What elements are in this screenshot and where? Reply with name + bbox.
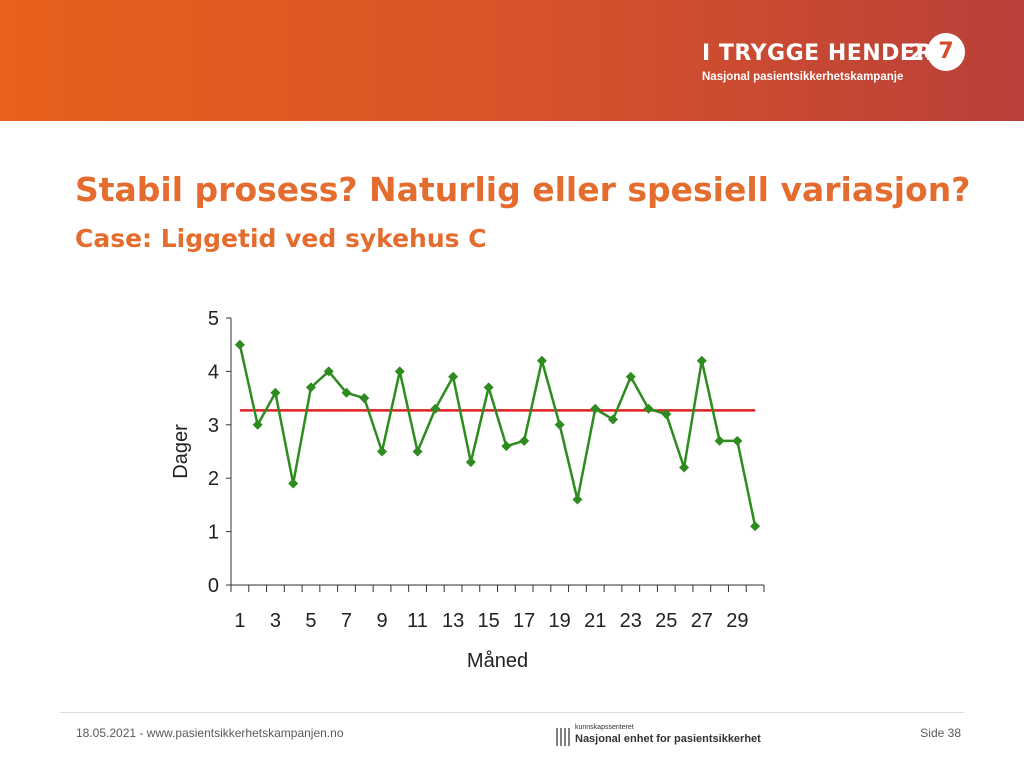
data-point xyxy=(696,355,707,366)
footer-logo-main: Nasjonal enhet for pasientsikkerhet xyxy=(575,733,761,745)
data-point xyxy=(750,521,761,532)
x-tick-label: 1 xyxy=(234,610,245,632)
data-point xyxy=(501,441,512,452)
data-point xyxy=(714,435,725,446)
data-point xyxy=(234,339,245,350)
x-tick-label: 23 xyxy=(620,610,642,632)
data-point xyxy=(536,355,547,366)
data-point xyxy=(448,371,459,382)
y-axis-label: Dager xyxy=(170,424,192,479)
data-point xyxy=(430,403,441,414)
page-number: Side 38 xyxy=(920,726,961,740)
data-point xyxy=(305,382,316,393)
y-tick-label: 2 xyxy=(208,468,219,490)
x-tick-label: 29 xyxy=(726,610,748,632)
x-tick-label: 21 xyxy=(584,610,606,632)
data-point xyxy=(679,462,690,473)
data-point xyxy=(270,387,281,398)
footer-divider xyxy=(60,712,964,713)
x-tick-label: 3 xyxy=(270,610,281,632)
data-point xyxy=(465,457,476,468)
series-line xyxy=(238,344,757,527)
y-tick-label: 4 xyxy=(208,361,219,383)
footer-logo-top: kunnskapssenteret xyxy=(575,724,634,731)
footer-date-url: 18.05.2021 - www.pasientsikkerhetskampan… xyxy=(76,726,344,740)
x-tick-label: 7 xyxy=(341,610,352,632)
slide-subtitle: Case: Liggetid ved sykehus C xyxy=(75,224,487,253)
data-point xyxy=(554,419,565,430)
data-point xyxy=(661,409,672,420)
data-point xyxy=(323,366,334,377)
data-point xyxy=(288,478,299,489)
logo-main-text: I TRYGGE HENDER xyxy=(702,41,933,66)
data-point xyxy=(607,414,618,425)
data-point xyxy=(625,371,636,382)
header-banner: I TRYGGE HENDER 24 7 Nasjonal pasientsik… xyxy=(0,0,1024,121)
data-point xyxy=(377,446,388,457)
data-point xyxy=(519,435,530,446)
data-point xyxy=(483,382,494,393)
data-point xyxy=(359,393,370,404)
y-tick-label: 1 xyxy=(208,522,219,544)
slide-title: Stabil prosess? Naturlig eller spesiell … xyxy=(75,170,971,209)
y-tick-label: 5 xyxy=(208,308,219,330)
y-tick-label: 3 xyxy=(208,415,219,437)
data-point xyxy=(572,494,583,505)
logo-number-7: 7 xyxy=(927,33,965,71)
x-tick-label: 5 xyxy=(305,610,316,632)
data-point xyxy=(732,435,743,446)
footer-logo: kunnskapssenteret Nasjonal enhet for pas… xyxy=(556,722,761,748)
x-tick-label: 27 xyxy=(691,610,713,632)
x-tick-label: 19 xyxy=(549,610,571,632)
x-tick-label: 11 xyxy=(407,610,428,632)
x-axis-label: Måned xyxy=(467,650,528,672)
barcode-icon xyxy=(556,728,570,746)
data-point xyxy=(341,387,352,398)
x-tick-label: 13 xyxy=(442,610,464,632)
y-tick-label: 0 xyxy=(208,575,219,597)
x-tick-label: 25 xyxy=(655,610,677,632)
campaign-logo: I TRYGGE HENDER 24 7 Nasjonal pasientsik… xyxy=(702,33,972,93)
x-tick-label: 15 xyxy=(477,610,499,632)
x-tick-label: 17 xyxy=(513,610,535,632)
data-point xyxy=(412,446,423,457)
data-point xyxy=(252,419,263,430)
data-point xyxy=(643,403,654,414)
data-point xyxy=(394,366,405,377)
x-tick-label: 9 xyxy=(376,610,387,632)
logo-subtitle: Nasjonal pasientsikkerhetskampanje xyxy=(702,71,904,83)
data-point xyxy=(590,403,601,414)
